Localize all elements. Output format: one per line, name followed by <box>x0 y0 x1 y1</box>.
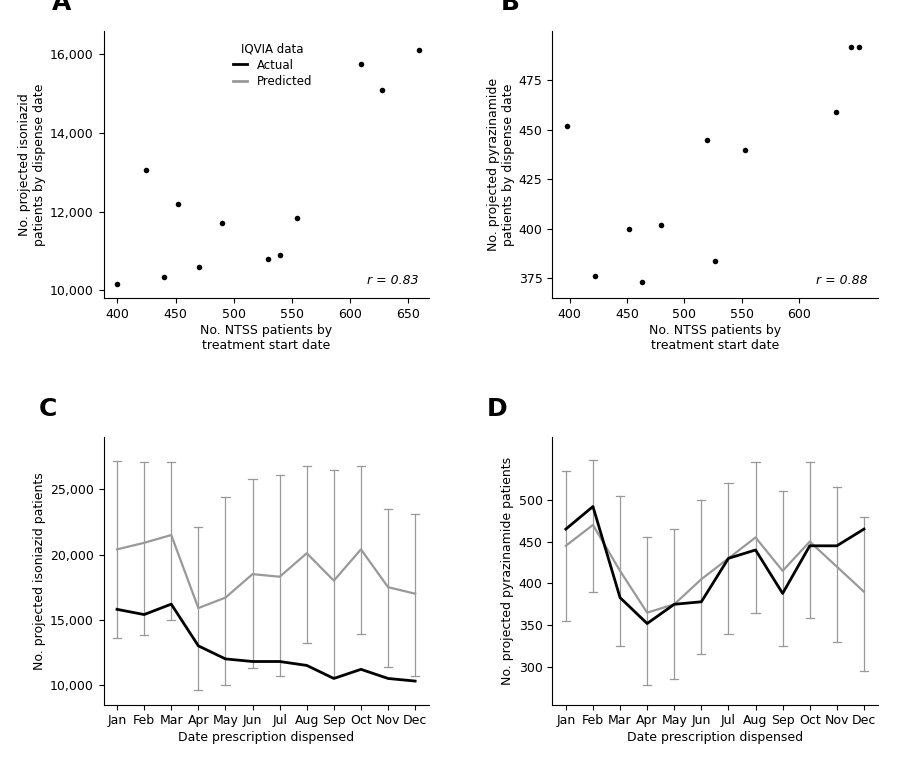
Point <box>261 253 275 265</box>
Point <box>852 41 867 53</box>
Text: D: D <box>487 397 508 421</box>
Point <box>560 119 574 132</box>
Legend: Actual, Predicted: Actual, Predicted <box>233 42 312 88</box>
Y-axis label: No. projected isoniazid patients: No. projected isoniazid patients <box>32 472 46 670</box>
Y-axis label: No. projected pyrazinamide
patients by dispense date: No. projected pyrazinamide patients by d… <box>487 78 515 251</box>
X-axis label: No. NTSS patients by
treatment start date: No. NTSS patients by treatment start dat… <box>200 323 332 352</box>
Text: C: C <box>39 397 57 421</box>
Point <box>634 276 649 289</box>
Text: r = 0.83: r = 0.83 <box>367 274 419 287</box>
X-axis label: Date prescription dispensed: Date prescription dispensed <box>626 732 803 745</box>
Text: B: B <box>500 0 519 15</box>
Point <box>192 260 206 273</box>
Point <box>622 223 636 235</box>
Point <box>738 143 752 156</box>
Point <box>110 278 124 290</box>
Point <box>708 254 723 266</box>
Point <box>291 212 305 224</box>
Point <box>273 249 287 261</box>
Point <box>844 41 859 53</box>
Y-axis label: No. projected isoniazid
patients by dispense date: No. projected isoniazid patients by disp… <box>18 83 46 246</box>
Text: r = 0.88: r = 0.88 <box>816 274 868 287</box>
X-axis label: No. NTSS patients by
treatment start date: No. NTSS patients by treatment start dat… <box>649 323 781 352</box>
Point <box>375 84 390 96</box>
Point <box>171 198 185 210</box>
Y-axis label: No. projected pyrazinamide patients: No. projected pyrazinamide patients <box>501 457 515 685</box>
Point <box>588 270 602 283</box>
Point <box>412 45 427 57</box>
Point <box>140 164 154 176</box>
X-axis label: Date prescription dispensed: Date prescription dispensed <box>178 732 355 745</box>
Point <box>654 219 669 231</box>
Text: A: A <box>51 0 71 15</box>
Point <box>215 217 230 229</box>
Point <box>700 133 715 146</box>
Point <box>829 105 843 118</box>
Point <box>157 270 171 283</box>
Point <box>354 58 368 70</box>
